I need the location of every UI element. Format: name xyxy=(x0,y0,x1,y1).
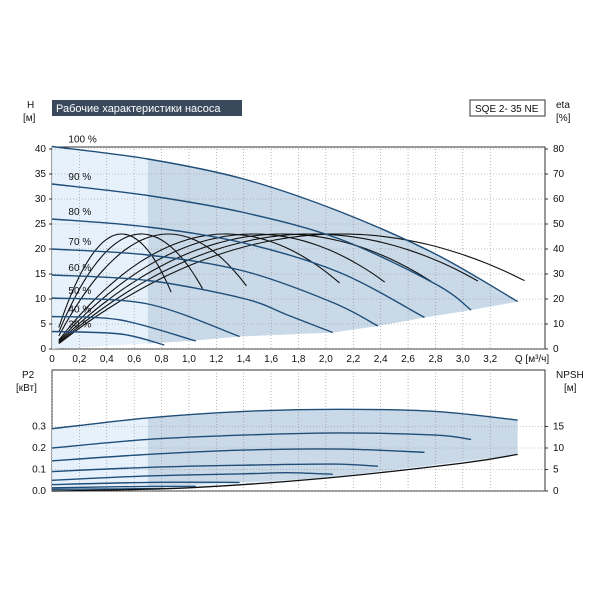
q-x-tick: 0,2 xyxy=(72,354,86,365)
p2-curve xyxy=(51,448,425,462)
efficiency-curve xyxy=(58,233,172,328)
head-y-tick: 15 xyxy=(35,269,47,280)
qh-curve xyxy=(51,248,379,327)
qh-curve xyxy=(51,330,165,346)
efficiency-curve xyxy=(58,233,340,341)
q-x-tick: 2,6 xyxy=(401,354,415,365)
npsh-y-tick: 10 xyxy=(553,443,565,454)
q-x-tick: 3,2 xyxy=(483,354,497,365)
model-label: SQE 2- 35 NE xyxy=(475,104,539,115)
p2-curve xyxy=(51,481,240,486)
q-x-tick: 0,4 xyxy=(100,354,114,365)
q-axis-label: Q [м³/ч] xyxy=(515,354,550,365)
p2-curve xyxy=(51,463,378,473)
p2-y-tick: 0.2 xyxy=(32,443,46,454)
qh-curve-label: 60 % xyxy=(68,263,91,274)
q-x-tick: 0,8 xyxy=(155,354,169,365)
h-axis-label: H xyxy=(27,100,34,111)
q-x-tick: 2,4 xyxy=(374,354,388,365)
npsh-axis-label: NPSH xyxy=(556,370,584,381)
head-y-tick: 30 xyxy=(35,194,47,205)
chart-title-box xyxy=(52,100,242,116)
eta-y-tick: 20 xyxy=(553,294,565,305)
eta-y-tick: 30 xyxy=(553,269,565,280)
efficiency-curve xyxy=(58,233,386,342)
q-x-tick: 3,0 xyxy=(456,354,470,365)
q-x-tick: 0 xyxy=(49,354,55,365)
model-box xyxy=(469,99,546,117)
qh-curve-label: 80 % xyxy=(68,207,91,218)
p2-axis-unit: [кВт] xyxy=(16,383,37,394)
head-y-tick: 40 xyxy=(35,144,47,155)
head-y-tick: 5 xyxy=(40,319,46,330)
qh-curve-label: 100 % xyxy=(68,135,96,146)
q-x-tick: 2,2 xyxy=(346,354,360,365)
eta-y-tick: 50 xyxy=(553,219,565,230)
npsh-curve xyxy=(51,453,518,492)
eta-axis-unit: [%] xyxy=(556,113,571,124)
q-x-tick: 2,0 xyxy=(319,354,333,365)
head-y-tick: 0 xyxy=(40,344,46,355)
qh-curve xyxy=(51,274,333,334)
q-x-tick: 1,4 xyxy=(237,354,251,365)
qh-curve xyxy=(51,145,518,303)
npsh-y-tick: 15 xyxy=(553,422,565,433)
p2-curve xyxy=(51,408,518,430)
efficiency-curve xyxy=(58,233,525,345)
eta-y-tick: 60 xyxy=(553,194,565,205)
qh-curve xyxy=(51,297,240,338)
q-x-tick: 2,8 xyxy=(428,354,442,365)
head-y-tick: 35 xyxy=(35,169,47,180)
npsh-y-tick: 0 xyxy=(553,486,559,497)
eta-axis-label: eta xyxy=(556,100,570,111)
p2-curve xyxy=(51,471,333,481)
q-x-tick: 1,6 xyxy=(264,354,278,365)
efficiency-curve xyxy=(58,233,432,343)
p2-curve xyxy=(51,485,196,489)
p2-curve xyxy=(51,432,472,449)
p2-y-tick: 0.1 xyxy=(32,465,46,476)
qh-curve-label: 90 % xyxy=(68,172,91,183)
qh-curve-label: 30 % xyxy=(68,320,91,331)
qh-curve-label: 70 % xyxy=(68,237,91,248)
eta-y-tick: 10 xyxy=(553,319,565,330)
qh-curve-label: 40 % xyxy=(68,305,91,316)
qh-curve xyxy=(51,218,425,319)
q-x-tick: 1,0 xyxy=(182,354,196,365)
eta-y-tick: 0 xyxy=(553,344,559,355)
qh-curve xyxy=(51,315,196,342)
npsh-axis-unit: [м] xyxy=(564,383,577,394)
h-axis-unit: [м] xyxy=(23,113,36,124)
q-x-tick: 0,6 xyxy=(127,354,141,365)
eta-y-tick: 70 xyxy=(553,169,565,180)
p2-axis-label: P2 xyxy=(22,370,35,381)
q-x-tick: 1,2 xyxy=(209,354,223,365)
p2-y-tick: 0.3 xyxy=(32,422,46,433)
head-y-tick: 10 xyxy=(35,294,47,305)
head-y-tick: 25 xyxy=(35,219,47,230)
head-y-tick: 20 xyxy=(35,244,47,255)
p2-y-tick: 0.0 xyxy=(32,486,46,497)
efficiency-curve xyxy=(58,233,479,344)
eta-y-tick: 40 xyxy=(553,244,565,255)
qh-curve xyxy=(51,183,472,311)
power-operating-band xyxy=(147,409,518,487)
npsh-y-tick: 5 xyxy=(553,465,559,476)
chart-title: Рабочие характеристики насоса xyxy=(56,103,221,115)
qh-curve-label: 50 % xyxy=(68,286,91,297)
eta-y-tick: 80 xyxy=(553,144,565,155)
q-x-tick: 1,8 xyxy=(292,354,306,365)
